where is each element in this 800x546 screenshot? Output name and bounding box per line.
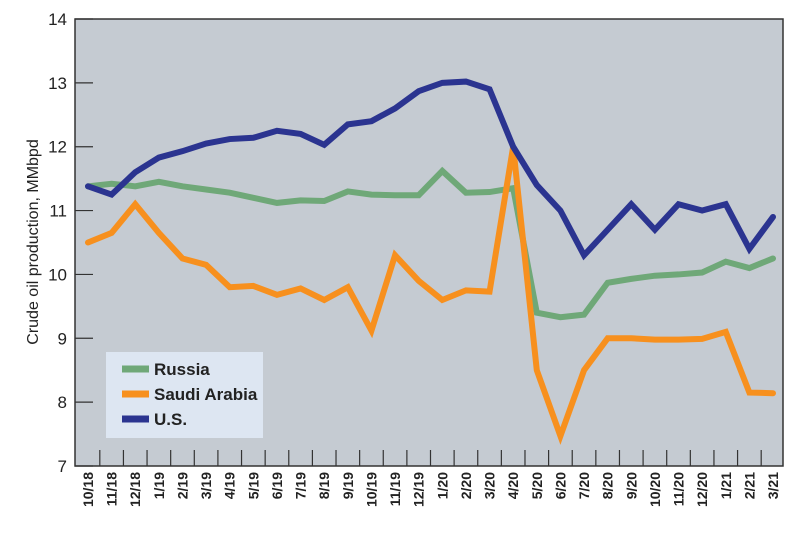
- x-tick-label: 8/20: [600, 472, 616, 499]
- y-tick-label: 9: [58, 329, 67, 348]
- x-tick-label: 4/20: [505, 472, 521, 499]
- x-tick-label: 6/20: [552, 472, 568, 499]
- x-tick-label: 2/19: [174, 472, 190, 499]
- x-tick-label: 11/19: [387, 472, 403, 506]
- y-tick-label: 11: [49, 202, 67, 221]
- y-tick-label: 14: [48, 10, 67, 29]
- x-tick-label: 10/20: [647, 472, 663, 507]
- x-tick-label: 11/18: [104, 472, 120, 506]
- x-tick-label: 7/19: [293, 472, 309, 499]
- y-axis-title: Crude oil production, MMbpd: [25, 139, 42, 344]
- x-tick-label: 2/21: [741, 472, 757, 499]
- x-tick-label: 1/21: [718, 472, 734, 499]
- legend-label-u-s: U.S.: [154, 410, 187, 429]
- x-tick-label: 12/18: [127, 472, 143, 507]
- legend-label-saudi-arabia: Saudi Arabia: [154, 385, 258, 404]
- x-tick-label: 9/19: [340, 472, 356, 499]
- x-tick-label: 3/19: [198, 472, 214, 499]
- series-line-saudi-arabia: [85, 146, 776, 445]
- x-tick-label: 2/20: [458, 472, 474, 499]
- x-tick-label: 10/19: [363, 472, 379, 507]
- x-tick-label: 5/20: [529, 472, 545, 499]
- x-tick-label: 9/20: [623, 472, 639, 499]
- y-tick-label: 10: [48, 265, 67, 284]
- series-line-russia: [85, 166, 776, 321]
- x-tick-label: 8/19: [316, 472, 332, 499]
- x-tick-label: 6/19: [269, 472, 285, 499]
- x-tick-label: 7/20: [576, 472, 592, 499]
- x-tick-label: 10/18: [80, 472, 96, 507]
- x-tick-label: 4/19: [222, 472, 238, 499]
- x-tick-label: 1/19: [151, 472, 167, 499]
- y-tick-label: 8: [58, 393, 67, 412]
- x-tick-label: 12/20: [694, 472, 710, 507]
- x-tick-label: 11/20: [671, 472, 687, 506]
- legend: Russia Saudi Arabia U.S.: [106, 352, 263, 438]
- y-tick-label: 13: [48, 74, 67, 93]
- x-tick-label: 3/21: [765, 472, 781, 499]
- x-tick-label: 3/20: [482, 472, 498, 499]
- y-tick-label: 12: [48, 138, 67, 157]
- x-tick-label: 5/19: [245, 472, 261, 499]
- series-line-u-s: [85, 78, 776, 261]
- y-tick-label: 7: [58, 457, 67, 476]
- x-tick-label: 1/20: [434, 472, 450, 499]
- legend-label-russia: Russia: [154, 360, 210, 379]
- x-tick-label: 12/19: [411, 472, 427, 507]
